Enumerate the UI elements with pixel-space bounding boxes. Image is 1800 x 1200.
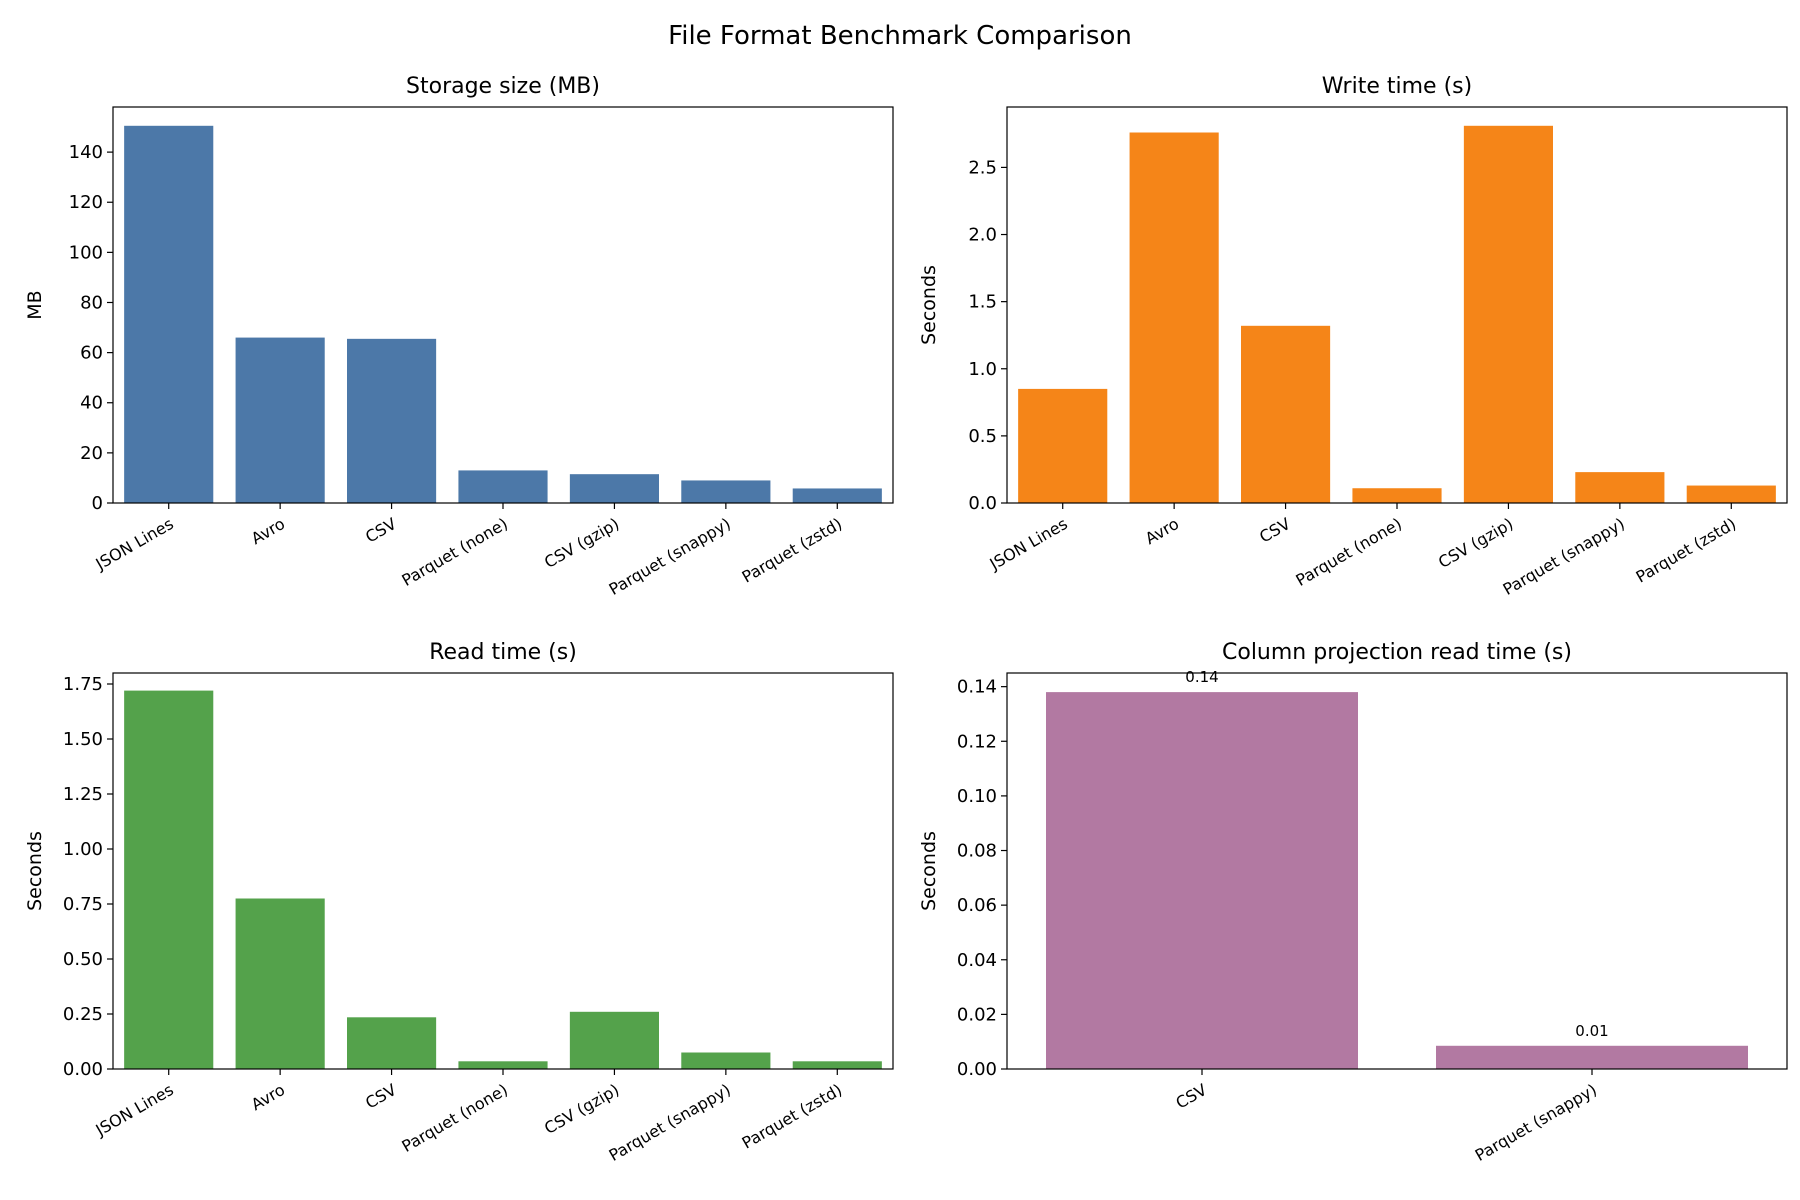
bar-avro [235,898,325,1069]
bar-parquet-zstd [1686,485,1776,503]
y-tick-label: 1.5 [968,292,997,313]
x-tick-label: JSON Lines [92,514,177,574]
data-label: 0.14 [1185,668,1218,686]
bar-json-lines [1018,388,1108,503]
x-tick-label: Parquet (zstd) [1633,514,1740,587]
chart-title: Storage size (MB) [406,74,600,99]
y-tick-label: 40 [80,393,103,414]
y-axis-label: MB [24,290,46,319]
bar-csv [347,1017,437,1069]
x-tick-label: JSON Lines [92,1080,177,1140]
y-axis-label: Seconds [918,831,940,911]
plot-frame [112,672,894,1070]
y-tick-label: 1.50 [63,729,103,750]
bar-json-lines [124,690,214,1069]
bar-parquet-none [458,470,548,503]
y-tick-label: 2.0 [968,225,997,246]
y-tick-label: 0.12 [957,731,997,752]
chart-title: Read time (s) [429,640,577,665]
y-tick-label: 0.08 [957,841,997,862]
y-tick-label: 0.00 [957,1059,997,1080]
y-tick-label: 0.00 [63,1059,103,1080]
x-tick-label: Avro [1142,514,1182,548]
read-time-chart: Read time (s) Seconds 0.00 0.25 0.50 0.75 1.00… [24,640,894,1165]
y-tick-label: 80 [80,292,103,313]
y-tick-label: 0.02 [957,1004,997,1025]
y-tick-label: 60 [80,343,103,364]
y-tick-label: 0.06 [957,895,997,916]
chart-title: Write time (s) [1322,74,1472,99]
bar-json-lines [124,125,214,503]
bar-parquet-snappy [1575,472,1665,503]
bar-csv-gzip [569,474,659,503]
x-tick-label: Avro [248,1080,288,1114]
y-tick-label: 1.75 [63,674,103,695]
x-tick-label: Parquet (zstd) [739,514,846,587]
write-time-chart: Write time (s) Seconds 0.0 0.5 1.0 1.5 2.0 2.5 J… [918,74,1788,599]
y-tick-label: 0 [92,493,103,514]
bar-parquet-none [458,1061,548,1069]
x-tick-label: Parquet (snappy) [606,514,734,599]
y-tick-label: 0.5 [968,426,997,447]
x-tick-label: CSV [1256,514,1293,547]
y-tick-label: 2.5 [968,157,997,178]
data-label: 0.01 [1575,1022,1608,1040]
x-tick-label: Parquet (none) [398,1080,511,1156]
x-tick-label: CSV [1173,1080,1210,1113]
y-tick-label: 20 [80,443,103,464]
y-tick-label: 0.25 [63,1004,103,1025]
x-tick-label: Parquet (zstd) [739,1080,846,1153]
x-tick-label: CSV [362,514,399,547]
plot-frame [1006,672,1788,1070]
bar-csv-gzip [569,1011,659,1069]
y-tick-label: 0.75 [63,894,103,915]
column-projection-chart: Column projection read time (s) Seconds 0.… [918,640,1788,1165]
bar-parquet-none [1352,488,1442,503]
plot-frame [112,106,894,504]
bar-avro [1129,132,1219,504]
chart-title: Column projection read time (s) [1222,640,1572,665]
y-tick-label: 1.0 [968,359,997,380]
x-tick-label: JSON Lines [986,514,1071,574]
x-tick-label: Parquet (none) [398,514,511,590]
bar-avro [235,337,325,503]
x-tick-label: Avro [248,514,288,548]
bar-csv [347,338,437,503]
bar-csv-gzip [1463,125,1553,504]
y-tick-label: 0.0 [968,493,997,514]
bar-parquet-zstd [792,488,882,503]
x-tick-label: Parquet (snappy) [1472,1080,1600,1165]
bar-csv [1241,325,1331,503]
y-tick-label: 0.04 [957,950,997,971]
bar-parquet-snappy [681,480,771,503]
x-tick-label: Parquet (none) [1292,514,1405,590]
y-tick-label: 0.10 [957,786,997,807]
x-tick-label: CSV (gzip) [1435,514,1516,572]
y-tick-label: 140 [69,142,103,163]
storage-size-chart: Storage size (MB) MB 0 20 40 60 80 100 120 140 JSO… [24,74,894,599]
x-tick-label: Parquet (snappy) [606,1080,734,1165]
y-axis-label: Seconds [24,831,46,911]
bar-csv [1046,692,1358,1069]
bar-parquet-zstd [792,1061,882,1069]
plot-frame [1006,106,1788,504]
y-axis-label: Seconds [918,265,940,345]
bar-parquet-snappy [681,1052,771,1069]
y-tick-label: 100 [69,242,103,263]
x-tick-label: CSV (gzip) [541,1080,622,1138]
bar-parquet-snappy [1436,1045,1748,1069]
y-tick-label: 0.50 [63,949,103,970]
figure-title: File Format Benchmark Comparison [668,21,1132,51]
y-tick-label: 0.14 [957,677,997,698]
y-tick-label: 120 [69,192,103,213]
x-tick-label: Parquet (snappy) [1500,514,1628,599]
y-tick-label: 1.00 [63,839,103,860]
y-tick-label: 1.25 [63,784,103,805]
x-tick-label: CSV [362,1080,399,1113]
x-tick-label: CSV (gzip) [541,514,622,572]
